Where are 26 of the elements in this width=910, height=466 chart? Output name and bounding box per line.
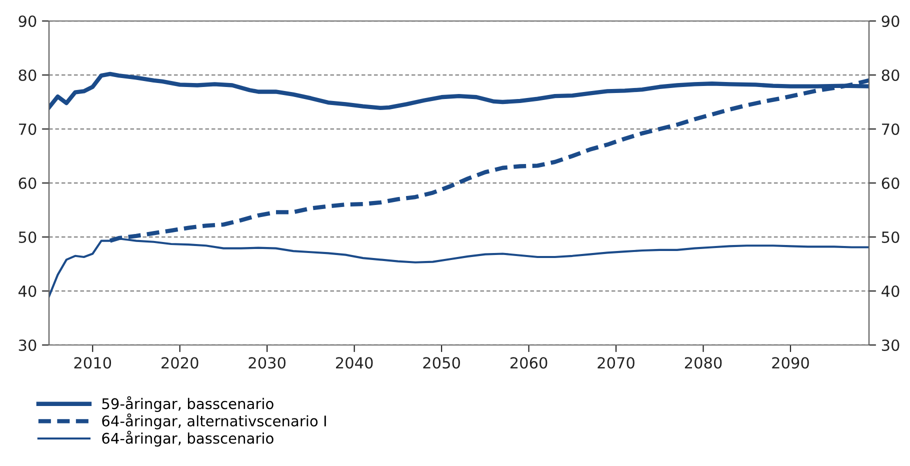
y-tick-label: 80	[18, 69, 36, 82]
y-tick-label: 90	[18, 15, 36, 28]
x-tick-label: 2020	[162, 357, 198, 369]
y2-tick-label: 70	[882, 123, 900, 136]
y2-tick-label: 90	[882, 15, 900, 28]
y-tick-label: 30	[18, 339, 36, 352]
y-tick-label: 40	[18, 285, 36, 298]
y-tick-label: 60	[18, 177, 36, 190]
x-tick-label: 2070	[598, 357, 634, 369]
x-tick-label: 2030	[248, 357, 286, 369]
x-tick-label: 2040	[336, 357, 373, 369]
legend-label: 64-åringar, alternativscenario I	[102, 413, 326, 430]
y2-tick-label: 50	[882, 231, 900, 244]
y-tick-label: 50	[18, 231, 36, 244]
legend-label: 64-åringar, basscenario	[102, 430, 274, 447]
y2-tick-label: 60	[882, 177, 900, 190]
x-tick-label: 2090	[772, 357, 809, 369]
y2-tick-label: 40	[882, 285, 900, 298]
x-tick-label: 2080	[684, 357, 722, 369]
x-tick-label: 2060	[510, 357, 548, 369]
y2-tick-label: 30	[882, 339, 900, 352]
x-tick-label: 2010	[74, 357, 112, 369]
y-tick-label: 70	[19, 123, 36, 136]
y2-tick-label: 80	[882, 69, 900, 82]
x-tick-label: 2050	[423, 357, 460, 369]
legend-label: 59-åringar, basscenario	[102, 396, 274, 412]
